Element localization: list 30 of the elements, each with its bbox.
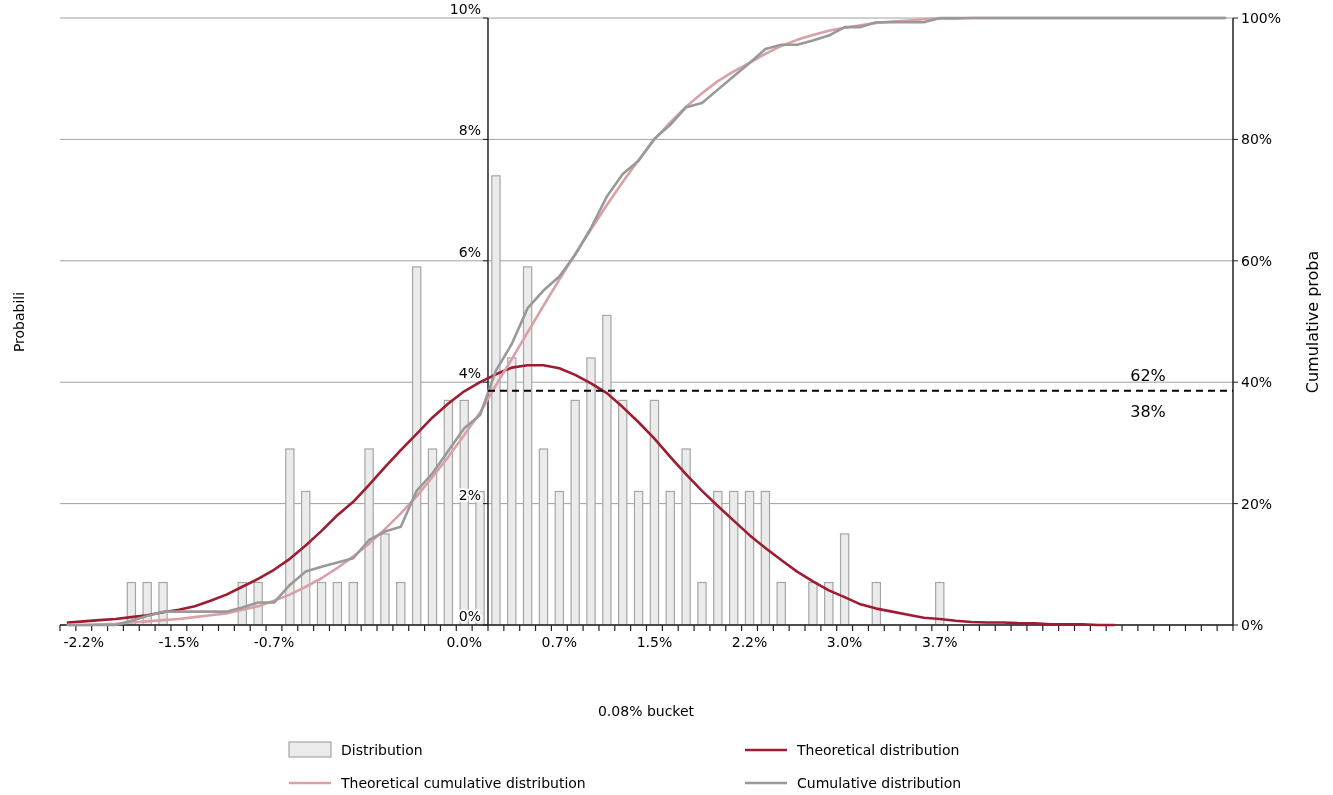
annotation: 62% xyxy=(1130,365,1166,385)
x-tick-label: 0.0% xyxy=(446,634,482,650)
y2-tick-label: 60% xyxy=(1241,252,1273,269)
y2-tick-label: 80% xyxy=(1241,131,1273,148)
legend-label: Distribution xyxy=(341,742,423,758)
y-tick-label: 4% xyxy=(458,365,481,382)
x-tick-label: -2.2% xyxy=(63,634,105,650)
y-tick-label: 2% xyxy=(458,486,481,503)
legend-label: Cumulative distribution xyxy=(797,775,962,791)
annotation: 38% xyxy=(1130,401,1166,421)
x-axis-title: 0.08% bucket xyxy=(597,703,695,719)
y-tick-label: 0% xyxy=(458,608,481,624)
x-tick-label: 3.0% xyxy=(826,634,863,650)
legend-label: Theoretical distribution xyxy=(796,742,960,758)
y2-tick-label: 20% xyxy=(1241,495,1273,512)
y-tick-label: 8% xyxy=(458,122,481,139)
x-tick-label: 1.5% xyxy=(636,634,673,650)
y-axis-title: Probabili xyxy=(11,291,27,353)
x-tick-label: 3.7% xyxy=(921,634,958,650)
legend-label: Theoretical cumulative distribution xyxy=(340,775,586,791)
y-tick-label: 10% xyxy=(449,1,481,17)
y2-tick-label: 100% xyxy=(1241,10,1282,26)
x-tick-label: -1.5% xyxy=(158,634,200,650)
x-tick-label: -0.7% xyxy=(253,634,295,650)
y2-tick-label: 40% xyxy=(1241,374,1273,391)
y2-tick-label: 0% xyxy=(1241,617,1264,633)
y2-axis-title: Cumulative proba xyxy=(1303,250,1322,394)
y-tick-label: 6% xyxy=(458,243,481,260)
x-tick-label: 2.2% xyxy=(731,634,768,650)
x-tick-label: 0.7% xyxy=(541,634,578,650)
